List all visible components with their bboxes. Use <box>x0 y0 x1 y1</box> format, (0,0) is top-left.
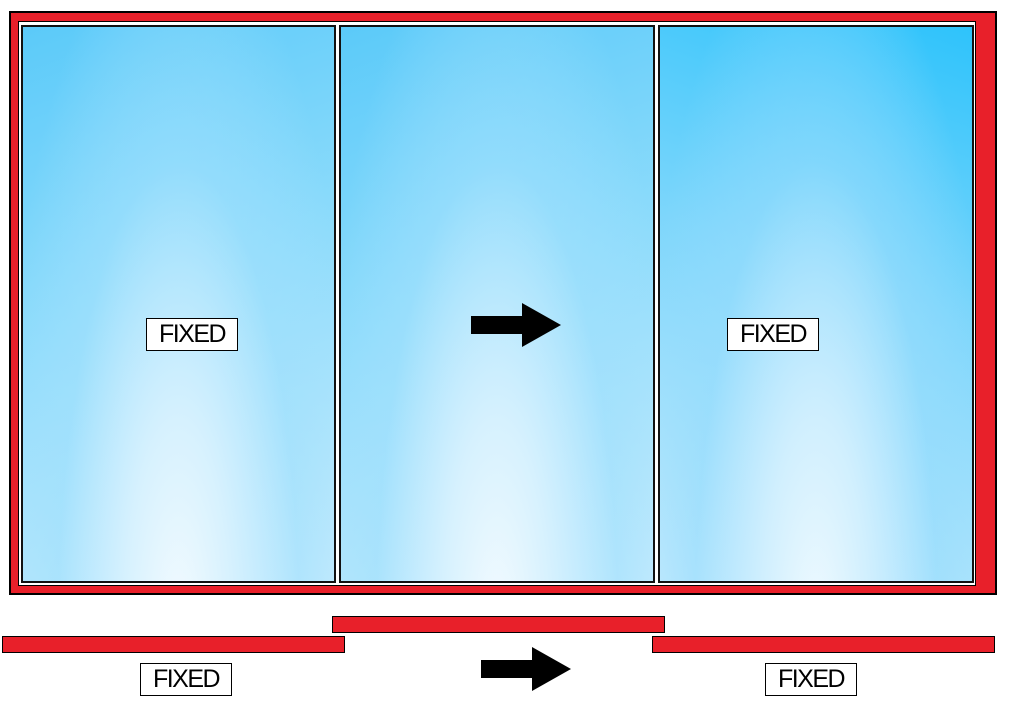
fixed-label-left: FIXED <box>146 318 238 351</box>
fixed-pane-right <box>658 25 974 583</box>
fixed-pane-left <box>21 25 336 583</box>
plan-label-left: FIXED <box>140 663 232 696</box>
plan-direction-arrow-icon <box>481 647 571 691</box>
track-bar-left <box>2 636 345 653</box>
plan-label-right: FIXED <box>765 663 857 696</box>
sliding-pane-middle <box>339 25 655 583</box>
fixed-label-right: FIXED <box>727 318 819 351</box>
slide-direction-arrow-icon <box>471 303 561 347</box>
track-bar-right <box>652 636 995 653</box>
track-bar-sliding <box>332 616 665 633</box>
